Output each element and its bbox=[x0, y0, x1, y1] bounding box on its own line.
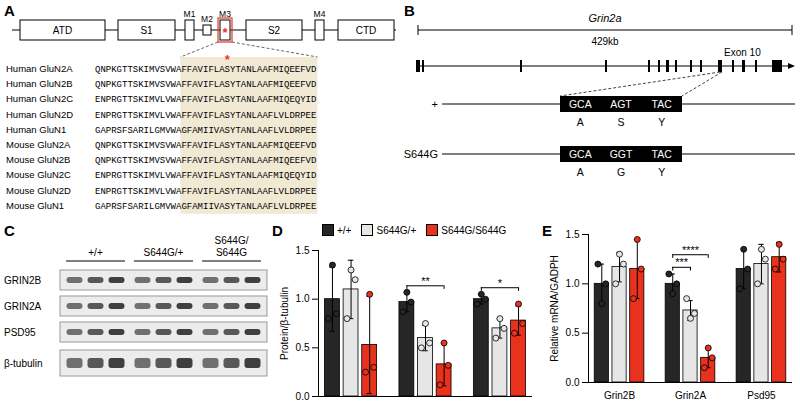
svg-text:+/+: +/+ bbox=[88, 247, 103, 258]
svg-text:Relative mRNA/GADPH: Relative mRNA/GADPH bbox=[549, 255, 560, 362]
svg-text:M1: M1 bbox=[184, 9, 196, 19]
svg-text:ENPRGTTSKIMVLVWAFFAVIFLASYTANL: ENPRGTTSKIMVLVWAFFAVIFLASYTANLAAFMIQEQYI… bbox=[95, 95, 316, 105]
svg-text:Grin2A: Grin2A bbox=[675, 390, 706, 401]
svg-text:****: **** bbox=[682, 244, 700, 256]
svg-text:*: * bbox=[498, 277, 503, 289]
svg-text:AGT: AGT bbox=[610, 98, 632, 110]
svg-text:CTD: CTD bbox=[356, 25, 377, 36]
svg-text:GRIN2B: GRIN2B bbox=[4, 275, 42, 286]
svg-text:Human GluN2D: Human GluN2D bbox=[6, 109, 73, 120]
svg-text:**: ** bbox=[421, 275, 430, 287]
svg-text:1.0: 1.0 bbox=[296, 293, 310, 304]
svg-text:+: + bbox=[432, 98, 438, 110]
svg-text:QNPKGTTSKIMVSVWAFFAVIFLASYTANL: QNPKGTTSKIMVSVWAFFAVIFLASYTANLAAFMIQEEFV… bbox=[95, 65, 316, 75]
svg-text:1.5: 1.5 bbox=[566, 229, 580, 240]
svg-text:Grin2B: Grin2B bbox=[604, 390, 635, 401]
svg-text:PSD95: PSD95 bbox=[4, 327, 36, 338]
svg-text:TAC: TAC bbox=[652, 98, 673, 110]
svg-text:429kb: 429kb bbox=[591, 36, 619, 47]
html-text:B: B bbox=[404, 2, 415, 19]
svg-text:Y: Y bbox=[658, 166, 665, 178]
svg-text:QNPKGTTSKIMVSVWAFFAVIFLASYTANL: QNPKGTTSKIMVSVWAFFAVIFLASYTANLAAFMIQEEFV… bbox=[95, 141, 316, 151]
svg-text:Grin2a: Grin2a bbox=[588, 12, 621, 24]
svg-text:Protein/β-tubulin: Protein/β-tubulin bbox=[279, 287, 290, 360]
svg-text:Human GluN2B: Human GluN2B bbox=[6, 78, 73, 89]
svg-text:*: * bbox=[222, 25, 228, 40]
svg-text:TAC: TAC bbox=[652, 148, 673, 160]
svg-text:Mouse GluN2C: Mouse GluN2C bbox=[6, 169, 71, 180]
html-text:D: D bbox=[272, 222, 283, 239]
svg-text:S644G/: S644G/ bbox=[215, 235, 249, 246]
html-text:E: E bbox=[542, 222, 552, 239]
svg-text:0.0: 0.0 bbox=[296, 391, 310, 402]
svg-text:ENPRGTTSKIMVLVWAFFAVIFLASYTANL: ENPRGTTSKIMVLVWAFFAVIFLASYTANLAAFLVLDRPE… bbox=[95, 111, 316, 121]
svg-text:GGT: GGT bbox=[610, 148, 633, 160]
svg-text:Exon 10: Exon 10 bbox=[724, 47, 761, 58]
svg-text:S644G: S644G bbox=[404, 148, 438, 160]
svg-text:GCA: GCA bbox=[569, 98, 592, 110]
svg-text:M3: M3 bbox=[219, 9, 231, 19]
svg-text:ENPRGTTSKIMVLVWAFFAVIFLASYTANL: ENPRGTTSKIMVLVWAFFAVIFLASYTANLAAFLVLDRPE… bbox=[95, 187, 316, 197]
svg-text:S: S bbox=[617, 116, 624, 128]
svg-text:QNPKGTTSKIMVSVWAFFAVIFLASYTANL: QNPKGTTSKIMVSVWAFFAVIFLASYTANLAAFMIQEEFV… bbox=[95, 156, 316, 166]
html-text:A: A bbox=[4, 2, 15, 19]
svg-text:S644G: S644G bbox=[216, 247, 247, 258]
svg-text:Human GluN1: Human GluN1 bbox=[6, 124, 66, 135]
svg-text:1.0: 1.0 bbox=[566, 278, 580, 289]
svg-text:0.5: 0.5 bbox=[296, 342, 310, 353]
svg-text:S1: S1 bbox=[140, 25, 153, 36]
svg-text:GAPRSFSARILGMVWAGFAMIIVASYTANL: GAPRSFSARILGMVWAGFAMIIVASYTANLAAFLVLDRPE… bbox=[95, 202, 316, 212]
svg-text:β-tubulin: β-tubulin bbox=[4, 358, 43, 369]
svg-text:ENPRGTTSKIMVLVWAFFAVIFLASYTANL: ENPRGTTSKIMVLVWAFFAVIFLASYTANLAAFMIQEQYI… bbox=[95, 171, 316, 181]
svg-text:Mouse GluN2B: Mouse GluN2B bbox=[6, 154, 70, 165]
svg-text:0.5: 0.5 bbox=[566, 327, 580, 338]
svg-text:A: A bbox=[577, 166, 584, 178]
svg-text:GAPRSFSARILGMVWAGFAMIIVASYTANL: GAPRSFSARILGMVWAGFAMIIVASYTANLAAFLVLDRPE… bbox=[95, 126, 316, 136]
svg-text:A: A bbox=[577, 116, 584, 128]
svg-text:Mouse GluN2D: Mouse GluN2D bbox=[6, 185, 71, 196]
svg-text:Mouse GluN1: Mouse GluN1 bbox=[6, 200, 64, 211]
svg-text:S644G/+: S644G/+ bbox=[144, 247, 184, 258]
svg-text:S2: S2 bbox=[268, 25, 281, 36]
svg-text:Human GluN2A: Human GluN2A bbox=[6, 63, 73, 74]
html-text:C: C bbox=[4, 222, 15, 239]
svg-text:G: G bbox=[617, 166, 625, 178]
svg-text:Human GluN2C: Human GluN2C bbox=[6, 93, 73, 104]
svg-text:QNPKGTTSKIMVSVWAFFAVIFLASYTANL: QNPKGTTSKIMVSVWAFFAVIFLASYTANLAAFMIQEEFV… bbox=[95, 80, 316, 90]
svg-text:Psd95: Psd95 bbox=[747, 390, 776, 401]
svg-text:0.0: 0.0 bbox=[566, 377, 580, 388]
svg-text:Y: Y bbox=[658, 116, 665, 128]
svg-text:***: *** bbox=[675, 256, 689, 268]
svg-text:GRIN2A: GRIN2A bbox=[4, 301, 42, 312]
svg-text:M4: M4 bbox=[314, 9, 326, 19]
svg-text:1.5: 1.5 bbox=[296, 245, 310, 256]
svg-text:ATD: ATD bbox=[53, 25, 72, 36]
html-text:S644G/S644G: S644G/S644G bbox=[441, 225, 507, 236]
svg-text:GCA: GCA bbox=[569, 148, 592, 160]
html-text:S644G/+: S644G/+ bbox=[376, 225, 417, 236]
svg-text:M2: M2 bbox=[201, 14, 213, 24]
svg-text:Mouse GluN2A: Mouse GluN2A bbox=[6, 139, 71, 150]
